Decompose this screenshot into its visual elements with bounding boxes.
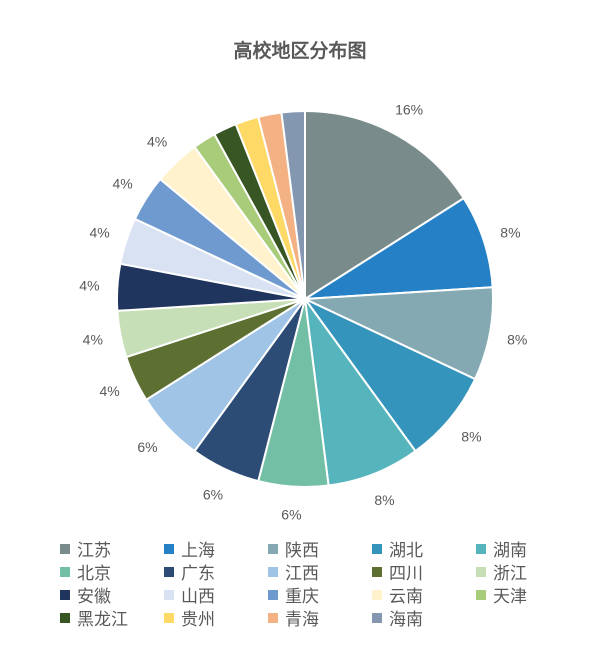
legend-label: 青海 [285,610,319,630]
legend-label: 重庆 [285,587,319,607]
legend-label: 陕西 [285,541,319,561]
legend-label: 湖南 [493,541,527,561]
legend-swatch [476,589,486,600]
legend-item: 北京 [60,560,164,584]
data-label-陕西: 8% [507,332,527,348]
chart-title: 高校地区分布图 [233,39,366,62]
legend-swatch [476,543,486,554]
legend-swatch [372,612,382,623]
data-label-湖北: 8% [461,429,481,445]
data-label-云南: 4% [147,134,167,150]
legend-item: 上海 [164,537,268,561]
legend-swatch [268,543,278,554]
legend-swatch [372,566,382,577]
legend-swatch [60,543,70,554]
legend-label: 安徽 [77,587,111,607]
legend-swatch [60,566,70,577]
pie-slice-湖南 [304,298,417,487]
legend-swatch [372,543,382,554]
data-labels: 16% 8% 8% 8% 8% 6% 6% 6% 4% 4% 4% 4% 4% 4% [79,102,527,523]
legend-item: 云南 [372,583,476,607]
legend-swatch [60,612,70,623]
legend-item: 青海 [268,606,372,630]
legend-label: 四川 [389,564,423,584]
legend-swatch [476,566,486,577]
legend-item: 广东 [164,560,268,584]
legend-swatch [164,543,174,554]
pie-slice-陕西 [304,286,494,381]
legend-swatch [268,612,278,623]
legend-label: 浙江 [493,564,527,584]
legend-item: 贵州 [164,606,268,630]
data-label-重庆: 4% [112,175,132,191]
legend-swatch [372,589,382,600]
legend-swatch [268,566,278,577]
legend-item: 黑龙江 [60,606,164,630]
data-label-湖南: 8% [374,492,394,508]
legend-item: 天津 [476,583,580,607]
legend-swatch [164,612,174,623]
legend-item: 湖南 [476,537,580,561]
legend-label: 北京 [77,564,111,584]
legend-item: 浙江 [476,560,580,584]
data-label-江苏: 16% [395,102,423,118]
legend: 江苏 上海 陕西 湖北 湖南北京 广东 江西 四川 浙江安徽 山西 重庆 云南 天津黑龙江 贵州 青海 海南 [60,537,580,630]
data-label-江西: 6% [137,439,157,455]
legend-label: 广东 [181,564,215,584]
legend-label: 江苏 [77,541,111,561]
legend-label: 云南 [389,587,423,607]
legend-label: 海南 [389,610,423,630]
legend-item: 陕西 [268,537,372,561]
legend-item: 山西 [164,583,268,607]
legend-swatch [164,589,174,600]
data-label-上海: 8% [500,224,520,240]
legend-swatch [60,589,70,600]
legend-item: 江苏 [60,537,164,561]
legend-item: 重庆 [268,583,372,607]
legend-label: 天津 [493,587,527,607]
pie-slices [116,109,494,488]
pie-slice-海南 [280,109,306,300]
data-label-广东: 6% [203,486,223,502]
legend-label: 黑龙江 [77,610,128,630]
data-label-北京: 6% [281,507,301,523]
data-label-浙江: 4% [83,332,103,348]
pie-slice-湖北 [304,298,477,453]
data-label-四川: 4% [99,383,119,399]
legend-label: 江西 [285,564,319,584]
legend-swatch [164,566,174,577]
legend-label: 上海 [181,541,215,561]
legend-label: 湖北 [389,541,423,561]
pie-slice-江苏 [304,109,466,301]
legend-label: 山西 [181,587,215,607]
pie-slice-上海 [304,196,494,300]
data-label-山西: 4% [89,224,109,240]
legend-item: 江西 [268,560,372,584]
legend-item: 湖北 [372,537,476,561]
legend-label: 贵州 [181,610,215,630]
data-label-安徽: 4% [79,277,99,293]
legend-item: 四川 [372,560,476,584]
legend-item: 安徽 [60,583,164,607]
legend-swatch [268,589,278,600]
legend-item: 海南 [372,606,476,630]
